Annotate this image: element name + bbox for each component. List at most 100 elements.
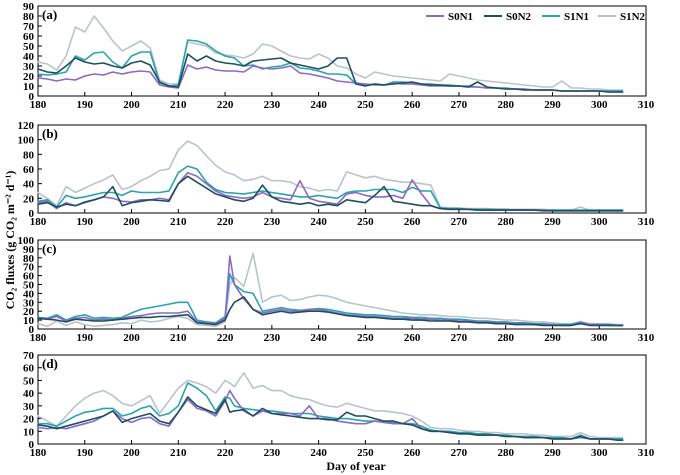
series-line-s1n2 — [37, 371, 624, 439]
panel-3: 180 190 200 210 220 230 240 250 260 270 280 290 300 3… — [23, 350, 655, 459]
x-tick-label: 260 — [404, 99, 421, 111]
y-tick-label: 90 — [23, 1, 35, 13]
y-tick-label: 90 — [23, 244, 35, 256]
series-line-s1n2 — [37, 140, 624, 211]
x-tick-label: 240 — [310, 332, 327, 344]
x-tick-label: 310 — [638, 332, 655, 344]
x-tick-label: 270 — [451, 99, 468, 111]
panel-label: (b) — [42, 126, 58, 141]
x-tick-label: 250 — [357, 99, 374, 111]
x-tick-label: 180 — [30, 332, 47, 344]
y-tick-label: 0 — [29, 91, 35, 103]
y-tick-label: 20 — [23, 414, 35, 426]
x-tick-label: 300 — [591, 216, 608, 228]
x-tick-label: 250 — [357, 216, 374, 228]
y-tick-label: 20 — [23, 71, 35, 83]
y-tick-label: 60 — [23, 271, 35, 283]
x-tick-label: 190 — [77, 99, 94, 111]
x-tick-label: 270 — [451, 447, 468, 459]
x-tick-label: 210 — [170, 216, 187, 228]
x-tick-label: 290 — [544, 216, 561, 228]
x-tick-label: 230 — [264, 332, 281, 344]
x-tick-label: 220 — [217, 216, 234, 228]
plot-frame — [37, 239, 647, 330]
x-tick-label: 310 — [638, 99, 655, 111]
x-tick-label: 190 — [77, 332, 94, 344]
y-tick-label: 10 — [23, 315, 35, 327]
x-tick-label: 230 — [264, 99, 281, 111]
x-tick-label: 310 — [638, 447, 655, 459]
y-tick-label: 80 — [23, 253, 35, 265]
y-tick-label: 40 — [23, 388, 35, 400]
y-tick-label: 30 — [23, 297, 35, 309]
x-tick-label: 190 — [77, 447, 94, 459]
x-tick-label: 250 — [357, 447, 374, 459]
y-tick-label: 70 — [23, 350, 35, 362]
y-tick-label: 30 — [23, 401, 35, 413]
x-tick-label: 210 — [170, 447, 187, 459]
legend-label-s1n1: S1N1 — [564, 11, 589, 23]
x-tick-label: 220 — [217, 447, 234, 459]
x-tick-label: 280 — [497, 447, 514, 459]
x-tick-label: 260 — [404, 216, 421, 228]
legend-label-s0n1: S0N1 — [448, 11, 473, 23]
y-tick-label: 70 — [23, 21, 35, 33]
y-tick-label: 50 — [23, 41, 35, 53]
panel-label: (c) — [42, 241, 56, 256]
series-line-s0n2 — [37, 175, 624, 212]
y-tick-label: 40 — [23, 288, 35, 300]
y-tick-label: 60 — [23, 164, 35, 176]
y-tick-label: 100 — [18, 235, 35, 247]
x-tick-label: 200 — [123, 332, 140, 344]
x-tick-label: 180 — [30, 99, 47, 111]
series-line-s0n2 — [37, 396, 624, 442]
series-line-s1n1 — [37, 382, 624, 440]
x-tick-label: 200 — [123, 216, 140, 228]
y-tick-label: 120 — [18, 120, 35, 132]
plot-frame — [37, 354, 647, 445]
y-tick-label: 10 — [23, 426, 35, 438]
x-tick-label: 260 — [404, 447, 421, 459]
x-tick-label: 230 — [264, 447, 281, 459]
y-tick-label: 70 — [23, 262, 35, 274]
x-tick-label: 200 — [123, 99, 140, 111]
x-tick-label: 210 — [170, 99, 187, 111]
panel-1: 180 190 200 210 220 230 240 250 260 270 280 290 300 3… — [18, 120, 655, 228]
x-tick-label: 230 — [264, 216, 281, 228]
x-tick-label: 210 — [170, 332, 187, 344]
y-tick-label: 0 — [29, 439, 35, 451]
y-axis-title: CO₂ fluxes (g CO₂ m⁻² d⁻¹) — [3, 171, 17, 310]
legend-label-s1n2: S1N2 — [620, 11, 646, 23]
x-tick-label: 270 — [451, 332, 468, 344]
panel-label: (a) — [42, 7, 57, 22]
y-tick-label: 60 — [23, 31, 35, 43]
x-tick-label: 190 — [77, 216, 94, 228]
y-tick-label: 100 — [18, 135, 35, 147]
y-tick-label: 80 — [23, 11, 35, 23]
y-tick-label: 0 — [29, 324, 35, 336]
x-tick-label: 280 — [497, 332, 514, 344]
plot-frame — [37, 5, 647, 97]
x-tick-label: 280 — [497, 216, 514, 228]
legend-label-s0n2: S0N2 — [506, 11, 532, 23]
y-tick-label: 80 — [23, 149, 35, 161]
x-tick-label: 290 — [544, 447, 561, 459]
y-tick-label: 40 — [23, 51, 35, 63]
y-tick-label: 30 — [23, 61, 35, 73]
x-tick-label: 300 — [591, 447, 608, 459]
series-line-s0n2 — [37, 53, 624, 93]
x-tick-label: 310 — [638, 216, 655, 228]
y-tick-label: 20 — [23, 306, 35, 318]
x-tick-label: 300 — [591, 99, 608, 111]
y-tick-label: 0 — [29, 208, 35, 220]
x-tick-label: 290 — [544, 99, 561, 111]
y-tick-label: 40 — [23, 179, 35, 191]
x-tick-label: 280 — [497, 99, 514, 111]
x-tick-label: 240 — [310, 99, 327, 111]
x-tick-label: 220 — [217, 99, 234, 111]
y-tick-label: 60 — [23, 363, 35, 375]
x-tick-label: 290 — [544, 332, 561, 344]
x-tick-label: 220 — [217, 332, 234, 344]
